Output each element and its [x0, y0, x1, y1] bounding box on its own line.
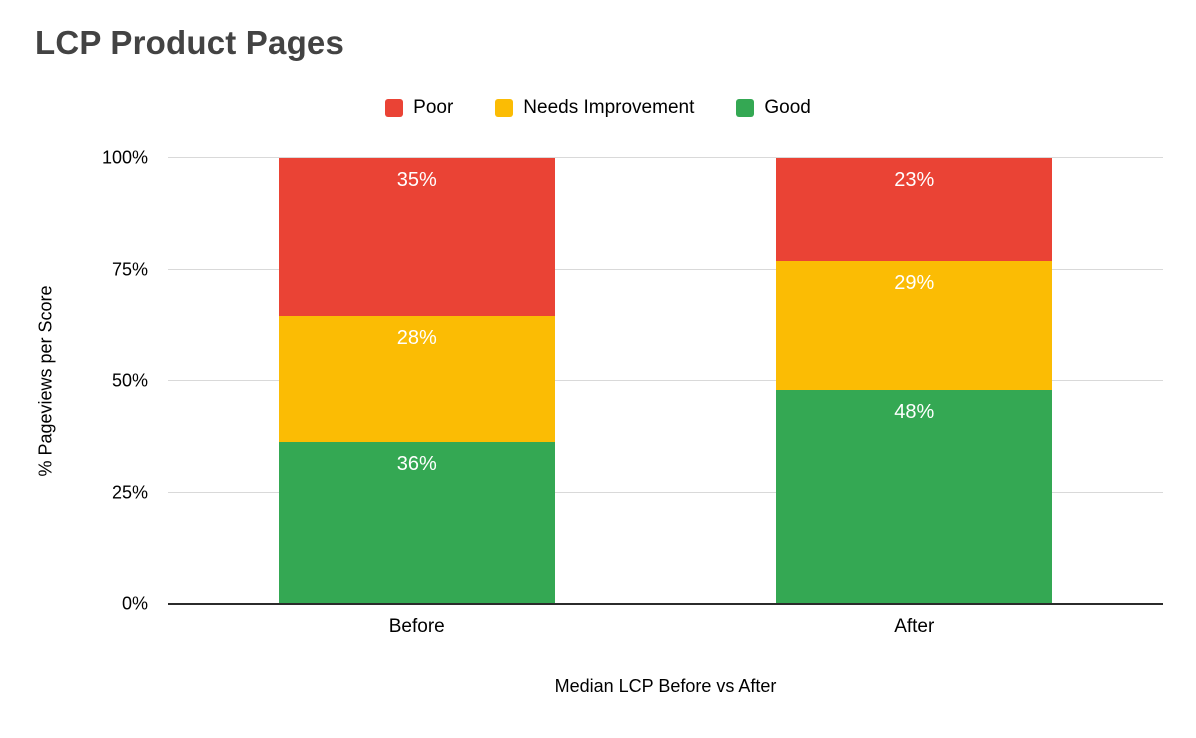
x-category-label-after: After	[894, 616, 935, 637]
bar-value-label: 29%	[894, 271, 935, 294]
y-axis-tick-labels: 0% 25% 50% 75% 100%	[0, 148, 158, 614]
bar-segment-before-good: 36%	[278, 441, 555, 604]
bar-segment-before-poor: 35%	[278, 158, 555, 316]
gridline-100	[168, 157, 1163, 158]
x-axis-category-labels: Before After	[168, 616, 1163, 638]
legend-swatch-good	[736, 99, 755, 117]
legend-label: Good	[764, 97, 811, 118]
gridline-75	[168, 268, 1163, 270]
bar-segment-after-poor: 23%	[776, 158, 1053, 261]
bar-segment-after-good: 48%	[776, 389, 1053, 604]
y-tick-label-0: 0%	[121, 593, 148, 614]
plot-area: 35% 28% 36% 23% 29% 48%	[168, 157, 1163, 605]
bar-value-label: 36%	[396, 452, 437, 475]
bar-value-label: 23%	[894, 169, 935, 191]
x-category-label-before: Before	[388, 616, 445, 637]
stacked-bar-before: 35% 28% 36%	[278, 158, 555, 604]
legend-swatch-poor	[385, 99, 404, 117]
bar-value-label: 28%	[396, 326, 437, 349]
chart-title: LCP Product Pages	[35, 24, 345, 61]
gridline-25	[168, 491, 1163, 493]
bar-value-label: 48%	[894, 400, 935, 423]
bar-value-label: 35%	[396, 169, 437, 191]
legend-swatch-needs-improvement	[495, 99, 514, 117]
y-tick-label-50: 50%	[111, 370, 148, 391]
legend-label: Poor	[413, 97, 454, 118]
gridline-50	[168, 380, 1163, 381]
legend-label: Needs Improvement	[523, 97, 695, 118]
y-tick-label-100: 100%	[101, 147, 148, 168]
legend: Poor Needs Improvement Good	[0, 97, 1196, 119]
bar-slot-before: 35% 28% 36%	[168, 158, 666, 604]
bar-segment-after-needs-improvement: 29%	[776, 260, 1053, 390]
x-axis-line	[168, 603, 1163, 605]
legend-item-poor: Poor	[385, 97, 453, 119]
stacked-bar-after: 23% 29% 48%	[776, 158, 1053, 604]
legend-item-good: Good	[736, 97, 811, 119]
bar-segment-before-needs-improvement: 28%	[278, 315, 555, 442]
y-tick-label-25: 25%	[111, 482, 148, 502]
bars-row: 35% 28% 36% 23% 29% 48%	[168, 158, 1163, 604]
legend-item-needs-improvement: Needs Improvement	[495, 97, 694, 119]
y-tick-label-75: 75%	[111, 259, 148, 279]
bar-slot-after: 23% 29% 48%	[666, 158, 1164, 604]
x-axis-title: Median LCP Before vs After	[554, 676, 777, 696]
